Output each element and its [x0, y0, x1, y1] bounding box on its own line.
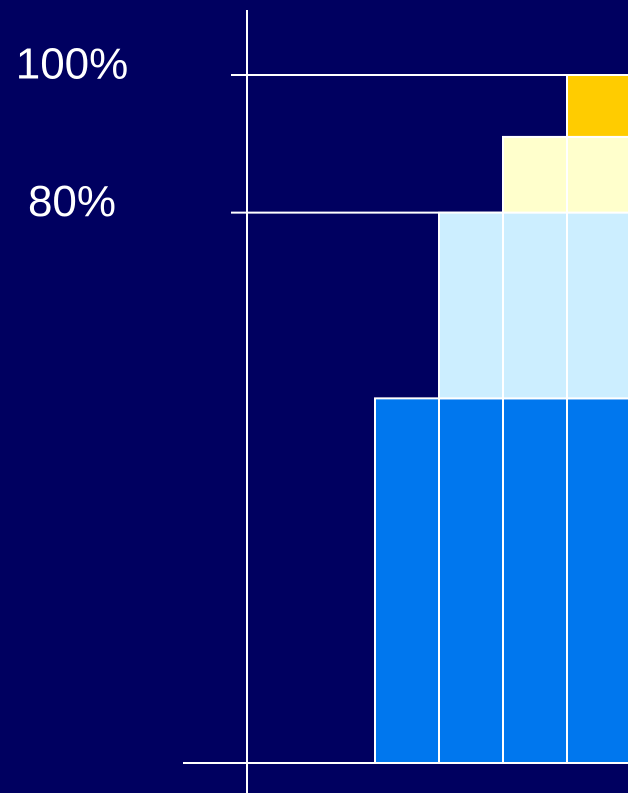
bar-segment: [566, 74, 628, 138]
bar-segment: [502, 397, 568, 764]
bar-segment: [566, 135, 628, 214]
tick-labels: 80% 100%: [16, 40, 129, 227]
bar-segment: [502, 135, 568, 214]
y-tick-label: 100%: [16, 40, 129, 89]
bar-segment: [438, 397, 504, 764]
bar-segment: [502, 211, 568, 400]
y-tick-label: 80%: [28, 177, 116, 226]
bar-segment: [566, 397, 628, 764]
bar-segment: [566, 211, 628, 400]
bars: [374, 74, 628, 764]
bar-segment: [438, 211, 504, 400]
bar-segment: [374, 397, 440, 764]
